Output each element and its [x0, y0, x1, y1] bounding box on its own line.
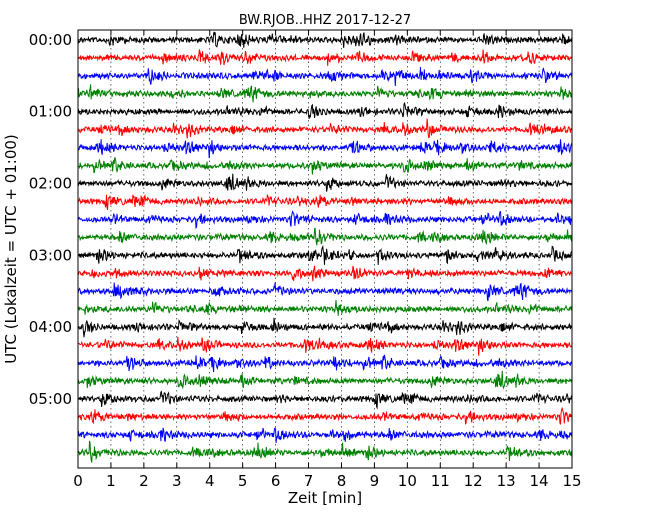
x-tick-label: 4	[205, 472, 215, 490]
x-tick-label: 7	[304, 472, 314, 490]
y-tick-label: 00:00	[29, 31, 72, 49]
x-tick-label: 3	[172, 472, 182, 490]
x-tick-label: 1	[106, 472, 116, 490]
trace-9	[77, 193, 573, 211]
x-tick-label: 14	[530, 472, 549, 490]
plot-frame	[77, 29, 573, 469]
x-tick-label: 15	[562, 472, 581, 490]
x-axis-label: Zeit [min]	[288, 489, 362, 507]
trace-15	[77, 300, 573, 316]
grid-lines	[110, 30, 540, 468]
trace-18	[77, 354, 573, 373]
trace-4	[77, 101, 573, 119]
x-axis: 0 1 2 3 4 5 6 7 8 9 10 11 12 13 14 15	[73, 30, 582, 490]
y-axis-label: UTC (Lokalzeit = UTC + 01:00)	[2, 134, 20, 364]
trace-17	[77, 336, 573, 356]
y-tick-label: 02:00	[29, 174, 72, 192]
y-axis: 00:00 01:00 02:00 03:00 04:00 05:00	[29, 31, 572, 408]
trace-10	[77, 210, 573, 229]
trace-21	[77, 406, 573, 425]
x-tick-label: 6	[271, 472, 281, 490]
x-tick-label: 13	[497, 472, 516, 490]
y-tick-label: 05:00	[29, 390, 72, 408]
trace-5	[77, 118, 573, 139]
trace-19	[77, 370, 573, 390]
trace-14	[77, 282, 573, 302]
trace-3	[77, 84, 573, 103]
x-tick-label: 2	[139, 472, 149, 490]
trace-2	[77, 67, 573, 87]
trace-0	[77, 31, 573, 48]
y-tick-label: 01:00	[29, 103, 72, 121]
x-tick-label: 9	[370, 472, 380, 490]
x-tick-label: 10	[398, 472, 417, 490]
trace-11	[77, 227, 573, 246]
trace-1	[77, 48, 573, 66]
trace-20	[77, 390, 573, 410]
trace-23	[77, 440, 573, 463]
chart-title: BW.RJOB..HHZ 2017-12-27	[239, 13, 411, 28]
trace-13	[77, 265, 573, 282]
x-tick-label: 0	[73, 472, 83, 490]
trace-group	[77, 31, 573, 463]
trace-8	[77, 173, 573, 192]
trace-6	[77, 139, 573, 159]
x-tick-label: 11	[431, 472, 450, 490]
trace-7	[77, 157, 573, 175]
x-tick-label: 12	[464, 472, 483, 490]
trace-16	[77, 317, 573, 338]
y-tick-label: 04:00	[29, 318, 72, 336]
y-tick-label: 03:00	[29, 246, 72, 264]
x-tick-label: 5	[238, 472, 248, 490]
x-tick-label: 8	[337, 472, 347, 490]
trace-12	[77, 244, 573, 266]
trace-22	[77, 427, 573, 443]
